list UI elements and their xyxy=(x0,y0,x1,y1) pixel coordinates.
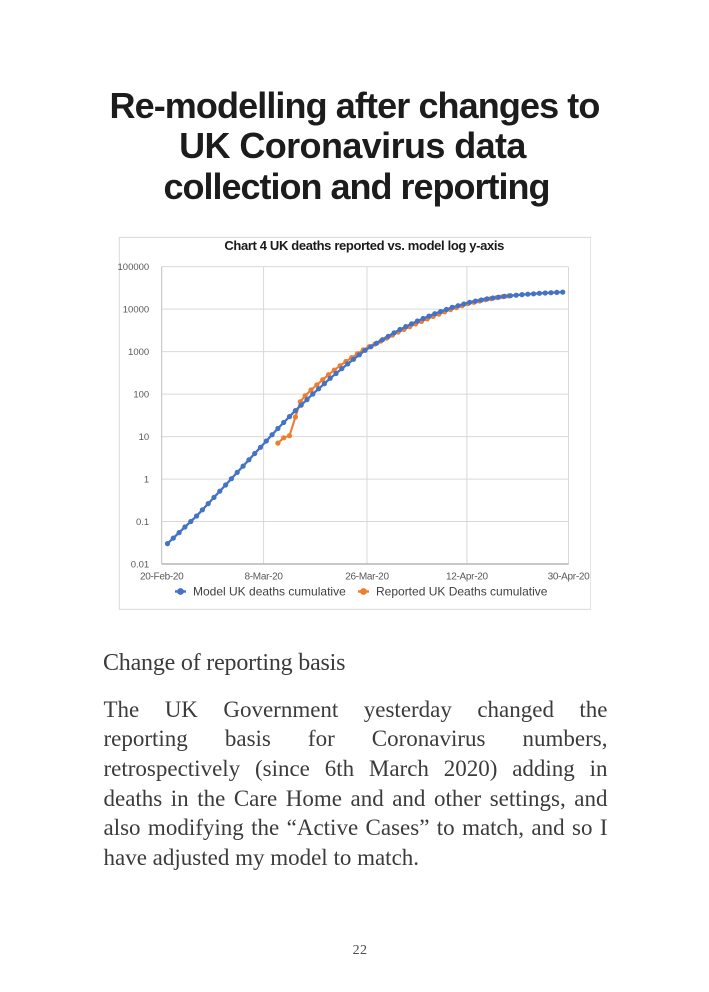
svg-text:30-Apr-20: 30-Apr-20 xyxy=(548,572,591,583)
svg-text:Model UK deaths cumulative: Model UK deaths cumulative xyxy=(193,585,346,599)
svg-text:26-Mar-20: 26-Mar-20 xyxy=(345,572,389,583)
svg-text:0.1: 0.1 xyxy=(136,517,149,528)
svg-text:12-Apr-20: 12-Apr-20 xyxy=(446,572,489,583)
svg-text:20-Feb-20: 20-Feb-20 xyxy=(140,572,184,583)
svg-text:100000: 100000 xyxy=(118,262,149,273)
svg-text:Chart 4 UK deaths reported vs.: Chart 4 UK deaths reported vs. model log… xyxy=(224,238,504,253)
svg-text:8-Mar-20: 8-Mar-20 xyxy=(245,572,284,583)
svg-text:1: 1 xyxy=(144,474,149,485)
svg-text:10000: 10000 xyxy=(123,305,149,316)
svg-text:1000: 1000 xyxy=(128,347,149,358)
svg-text:Reported UK Deaths cumulative: Reported UK Deaths cumulative xyxy=(376,585,548,599)
svg-text:100: 100 xyxy=(133,390,149,401)
svg-text:0.01: 0.01 xyxy=(131,559,150,570)
svg-text:10: 10 xyxy=(139,432,150,443)
